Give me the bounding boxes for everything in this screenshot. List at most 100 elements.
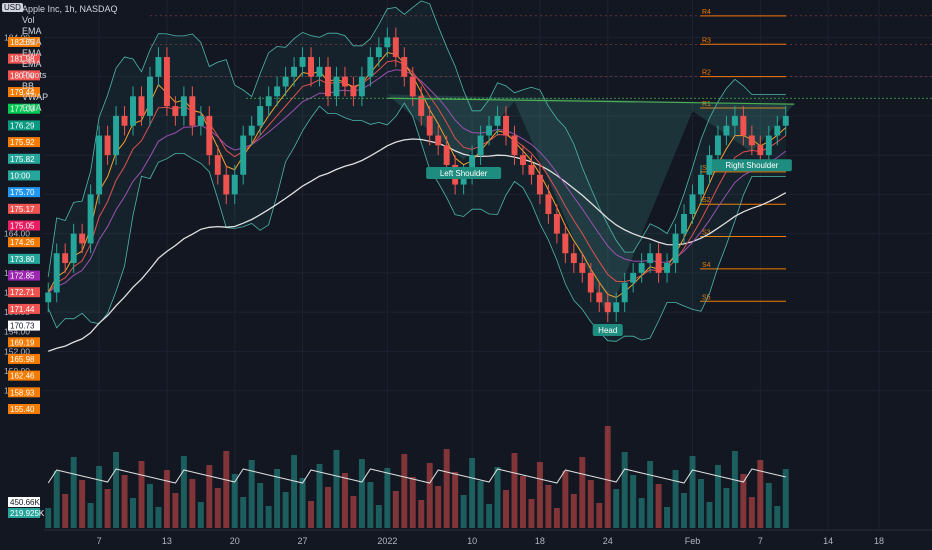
candle-body [367,57,374,77]
legend-ema-3[interactable]: EMA [22,48,42,58]
volume-bar [511,453,518,528]
y-tick-label: 154.00 [4,327,30,337]
pivot-label: S5 [702,294,711,301]
candle-body [401,57,408,77]
candle-body [460,174,467,185]
legend-bb[interactable]: BB [22,81,35,91]
legend-ema-4[interactable]: EMA [22,59,42,69]
volume-bar [189,479,196,528]
volume-bar [570,494,577,528]
candle-body [113,115,120,156]
candle-body [714,135,721,156]
volume-bar [443,449,450,528]
candle-body [384,37,391,48]
volume-bar [62,494,69,528]
bollinger-lower [47,102,786,342]
symbol-title[interactable]: Apple Inc, 1h, NASDAQ [22,4,118,14]
volume-bar [325,487,331,528]
legend-ema-5[interactable]: EMA [22,103,42,113]
price-label-box [8,103,40,114]
volume-bar [630,475,637,528]
candle-body [782,115,789,126]
pattern-area [387,94,795,317]
candle-body [231,174,238,195]
price-label-box [8,70,40,81]
volume-bar [70,457,77,528]
x-tick-label: 27 [298,536,308,546]
price-label: 155.40 [10,405,35,414]
annotation-box [711,159,792,172]
volume-bar [197,502,204,528]
price-label-box [8,37,40,47]
candle-body [197,115,204,126]
legend-ema-2[interactable]: EMA [22,37,42,47]
candle-body [587,272,594,293]
candle-body [723,125,730,136]
pivot-label: S4 [702,262,711,269]
price-label: 170.73 [10,322,35,331]
volume-bar [350,496,357,528]
candle-body [570,253,577,264]
pivot-label: S2 [702,197,711,204]
candle-body [655,253,662,273]
volume-bar [774,506,781,528]
price-label-box [8,120,40,131]
volume-bar [341,473,348,528]
x-tick-label: 14 [823,536,833,546]
candle-body [435,135,442,146]
volume-bar [384,468,391,528]
volume-bar [435,486,442,528]
volume-bar [163,470,170,528]
volume-bar [291,455,298,528]
candle-body [180,96,187,116]
legend-vol[interactable]: Vol [22,15,35,25]
volume-bar [104,489,111,528]
candle-body [757,145,764,156]
volume-bar [214,488,221,528]
legend-vwap[interactable]: VWAP [22,92,49,102]
x-tick-label: 24 [603,536,613,546]
volume-bar [477,481,484,528]
candle-body [596,292,603,303]
currency-badge[interactable]: USD [2,3,23,12]
candle-body [503,115,509,136]
volume-bar [469,458,476,528]
volume-bar [130,498,136,528]
volume-bar [375,505,382,528]
legend-pivots[interactable]: Pivots [22,70,47,80]
price-label-box [8,53,40,64]
candle-body [486,125,493,136]
legend-ema-1[interactable]: EMA [22,26,42,36]
volume-bar [282,492,289,528]
candle-body [672,233,679,264]
candle-body [731,115,738,126]
candle-body [257,106,264,126]
volume-bar [528,499,535,528]
candle-body [545,194,552,214]
price-label-box [8,497,40,507]
volume-bar [138,461,145,528]
price-label: 175.82 [10,155,35,164]
candle-body [282,76,289,87]
bollinger-upper [47,0,786,277]
volume-bar [392,491,399,528]
volume-bar [698,479,704,528]
volume-bar [587,480,594,528]
volume-bar [740,474,747,528]
price-label-box [8,508,40,518]
price-label: 172.85 [10,272,35,281]
price-label-box [8,187,40,198]
candle-body [604,302,611,313]
price-label: 181.98 [10,55,35,64]
candle-body [748,135,755,146]
price-label: 171.44 [10,305,35,314]
price-label: 175.05 [10,222,35,231]
neckline [387,97,795,105]
candle-body [341,76,348,87]
candle-body [189,96,196,126]
price-label-box [8,387,40,398]
volume-bar [664,507,671,528]
pivot-label: R3 [702,37,711,44]
candle-body [375,47,382,58]
